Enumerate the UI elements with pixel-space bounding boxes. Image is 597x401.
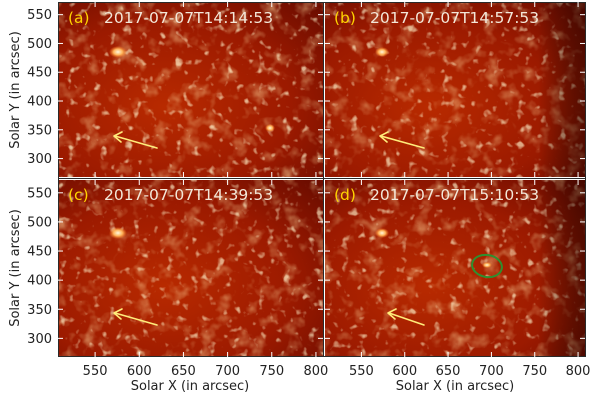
bright-region [109,46,127,58]
bright-region [265,124,275,132]
y-axis-label-bottom: Solar Y (in arcsec) [8,209,23,327]
panel-letter-b: (b) [334,9,356,27]
x-tick-label: 600 [127,364,152,379]
y-tick-label: 500 [27,37,52,52]
panel-timestamp-d: 2017-07-07T15:10:53 [370,186,539,204]
y-tick-label: 500 [27,215,52,230]
arrows [113,131,425,326]
arrow-panel-b [379,131,425,149]
arrow-panel-a [113,131,158,149]
panel-timestamp-a: 2017-07-07T14:14:53 [104,9,273,27]
x-tick-label: 650 [436,364,461,379]
panel-a [58,2,323,177]
y-tick-label: 300 [27,152,52,167]
y-tick-label: 400 [27,95,52,110]
x-tick-label: 700 [479,364,504,379]
panel-letter-c: (c) [68,186,89,204]
panel-timestamp-c: 2017-07-07T14:39:53 [104,186,273,204]
y-tick-label: 400 [27,274,52,289]
highlight-ellipse [471,253,503,279]
x-tick-label: 550 [349,364,374,379]
panel-timestamp-b: 2017-07-07T14:57:53 [370,9,539,27]
x-tick-label: 650 [171,364,196,379]
x-tick-label: 800 [566,364,591,379]
bright-region [375,228,389,238]
panel-letter-d: (d) [334,186,356,204]
y-tick-label: 550 [27,186,52,201]
x-tick-label: 550 [83,364,108,379]
x-axis-label-left: Solar X (in arcsec) [131,379,250,394]
x-tick-label: 750 [259,364,284,379]
panel-b [325,2,585,177]
axis-tick-labels: 550 550 600 600 650 650 700 700 750 750 800 800 550 5… [27,8,590,379]
x-axis-label-right: Solar X (in arcsec) [396,379,515,394]
panel-c [58,180,323,357]
y-tick-label: 300 [27,332,52,347]
bright-region [482,262,492,268]
panel-labels: (a) 2017-07-07T14:14:53 (b) 2017-07-07T1… [68,9,539,204]
bright-region [375,47,389,57]
x-tick-label: 700 [215,364,240,379]
y-tick-label: 550 [27,8,52,23]
y-axis-label-top: Solar Y (in arcsec) [8,31,23,149]
y-tick-label: 450 [27,245,52,260]
panel-d [325,180,585,357]
arrow-panel-c [113,308,158,326]
arrow-panel-d [387,308,425,326]
y-tick-label: 350 [27,303,52,318]
axis-ticks [58,2,585,357]
y-tick-label: 450 [27,66,52,81]
bright-region [109,227,127,239]
panel-letter-a: (a) [68,9,90,27]
x-tick-label: 800 [304,364,329,379]
panel-borders [58,2,586,357]
y-tick-label: 350 [27,123,52,138]
x-tick-label: 750 [522,364,547,379]
x-tick-label: 600 [392,364,417,379]
